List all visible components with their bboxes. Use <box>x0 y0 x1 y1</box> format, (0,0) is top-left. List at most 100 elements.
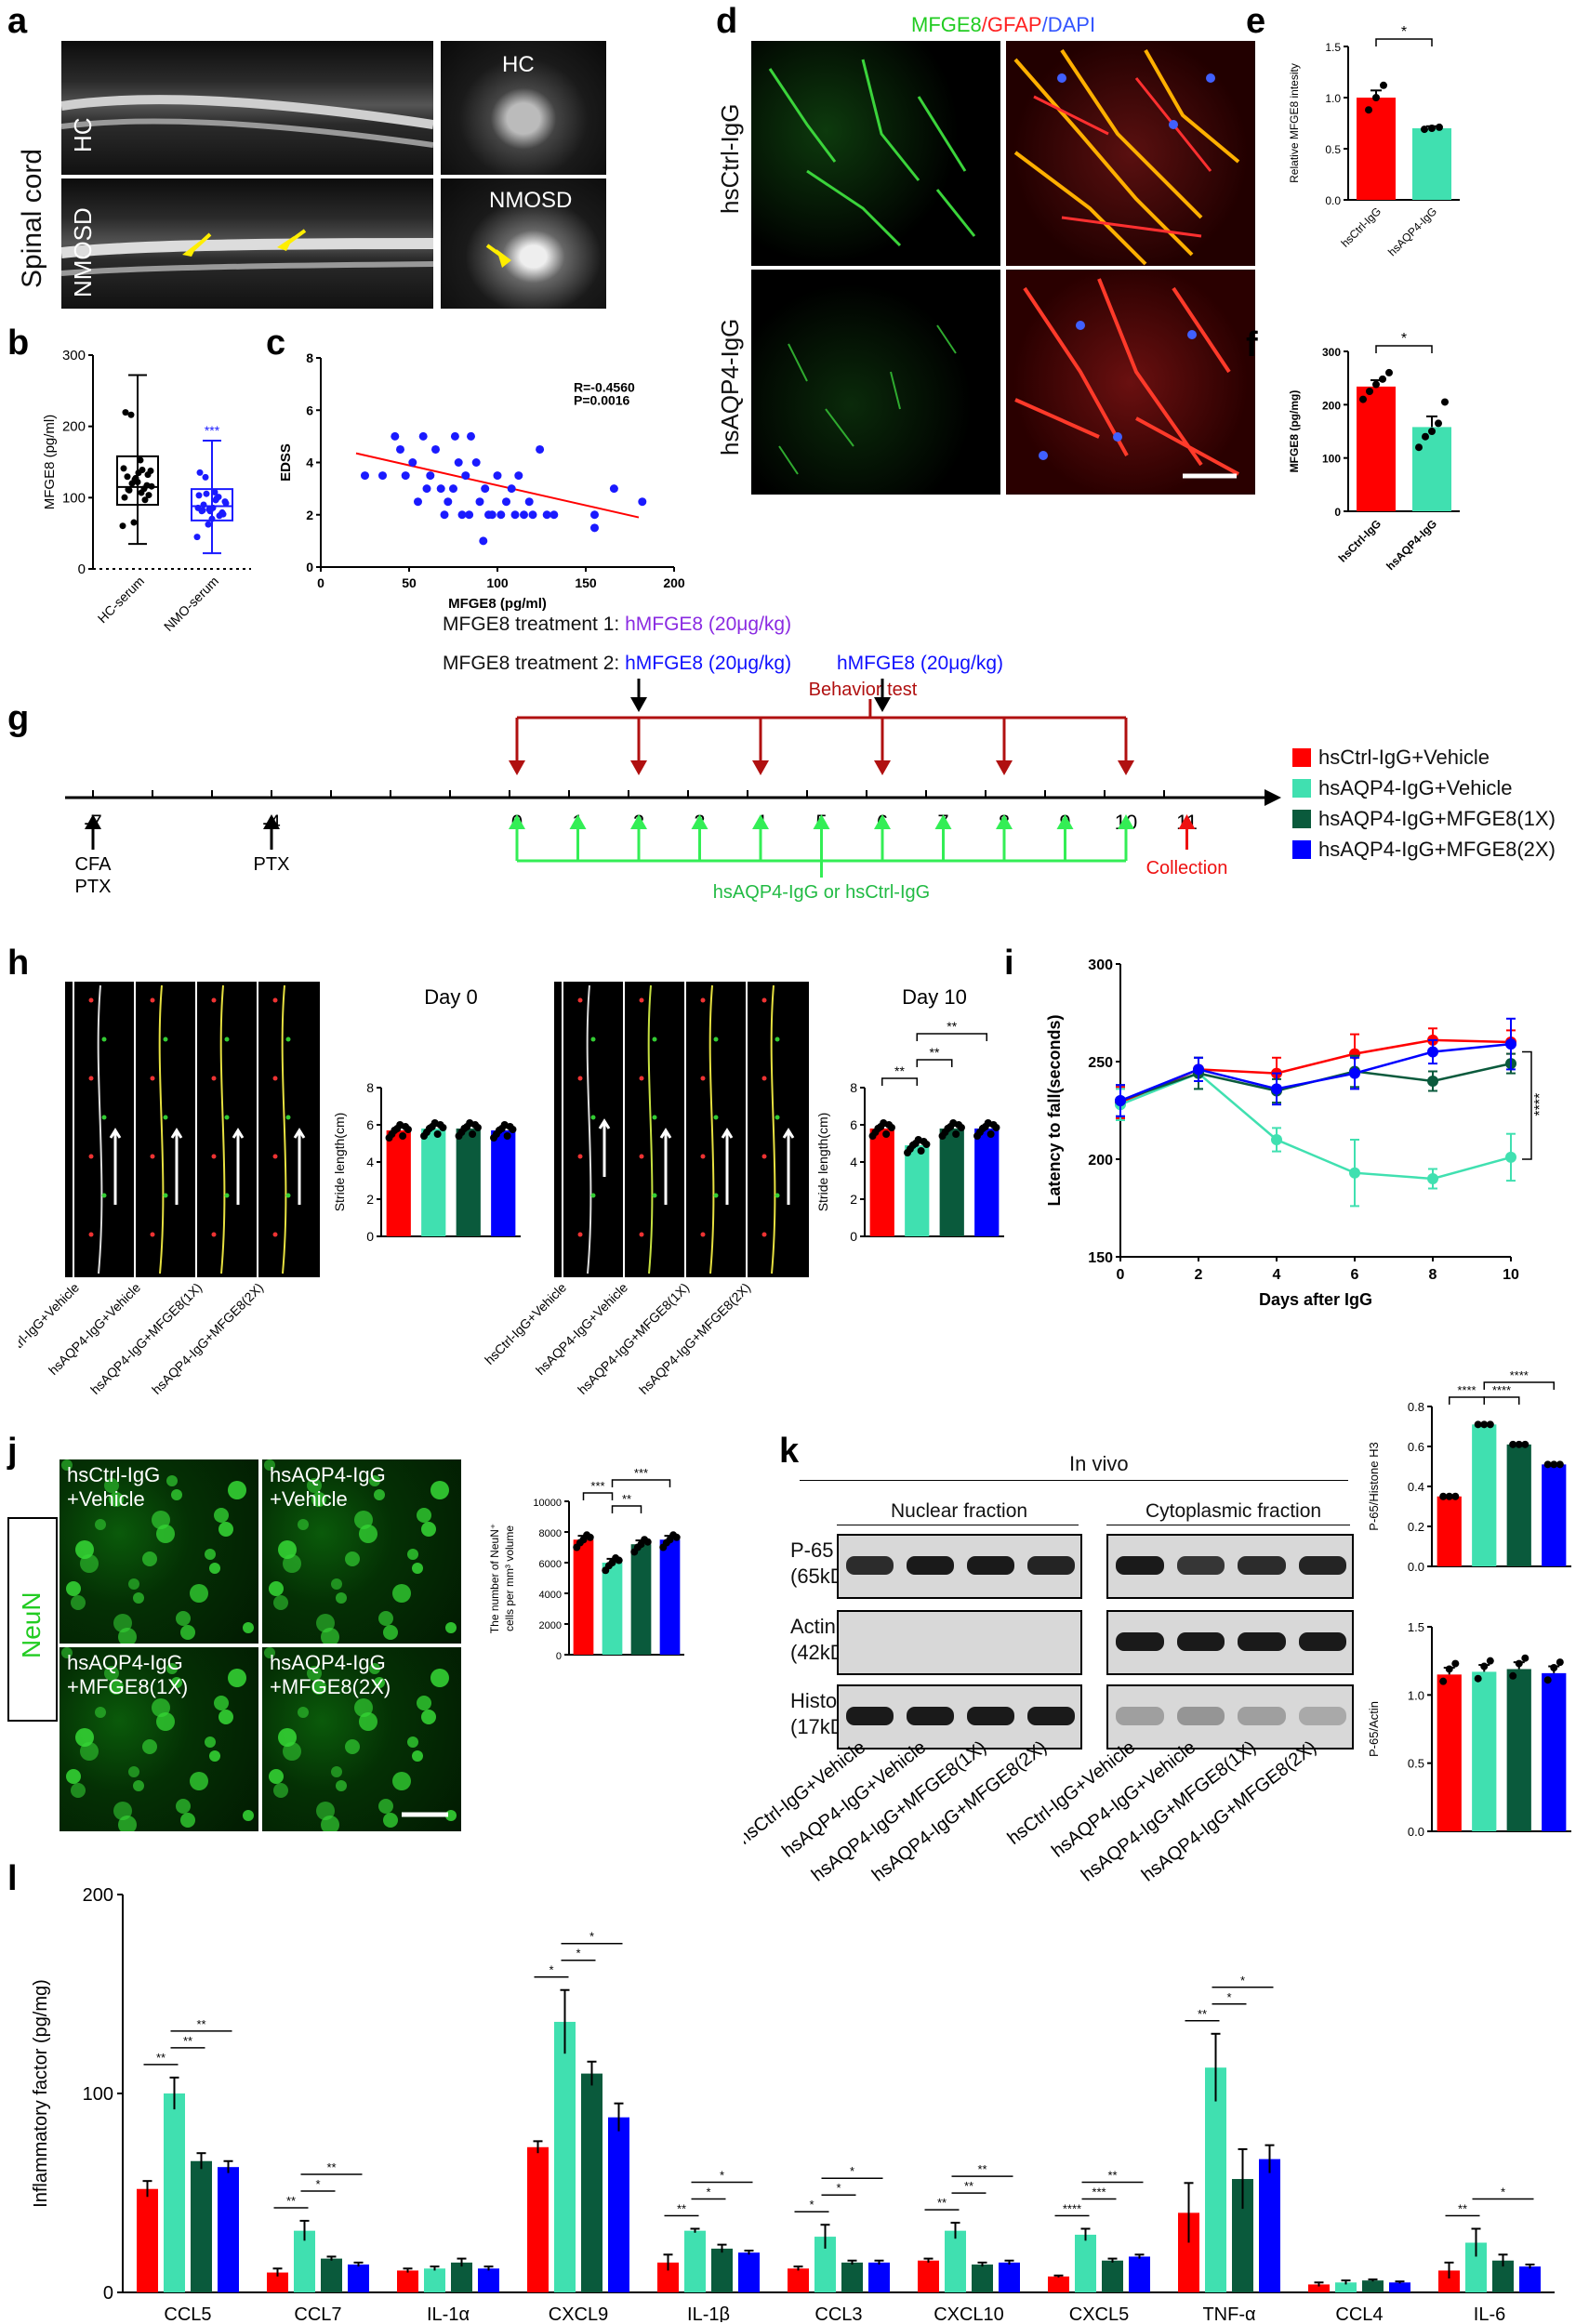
footprint-day10 <box>554 982 809 1277</box>
blot-band <box>1027 1556 1075 1575</box>
x-tick-label: hsCtrl-IgG <box>1336 517 1384 564</box>
significance-label: * <box>1501 2185 1505 2199</box>
y-tick-label: 4000 <box>539 1590 562 1601</box>
panel-label-a: a <box>7 2 28 41</box>
y-tick-label: 2 <box>850 1192 857 1207</box>
chart-h-day0: Day 0 0 2 4 6 8 Stride length(cm) <box>332 985 521 1244</box>
significance-label: ** <box>947 1019 957 1034</box>
bar <box>1506 1669 1531 1831</box>
bar <box>451 2262 472 2292</box>
chart-i: 150 200 250 300 0 2 4 6 8 10 Days after IgG Latency… <box>1045 957 1548 1309</box>
legend-swatch <box>1292 809 1311 828</box>
y-tick-label: 300 <box>62 348 86 363</box>
y-tick-label: 2 <box>366 1192 374 1207</box>
paw-print <box>224 1193 230 1198</box>
injection-arrowhead <box>630 814 647 829</box>
paw-print <box>285 1037 291 1042</box>
x-tick-label: CCL7 <box>294 2304 341 2322</box>
data-point <box>922 1141 931 1148</box>
significance-label: ** <box>1458 2202 1467 2216</box>
data-point <box>1428 125 1436 132</box>
neun-tile-label: +MFGE8(2X) <box>270 1675 391 1698</box>
data-point <box>1451 1659 1460 1668</box>
panel-label-l: l <box>7 1859 18 1898</box>
bar <box>1259 2159 1280 2292</box>
panel-label-h: h <box>7 944 30 983</box>
bar <box>1205 2067 1226 2292</box>
data-point <box>1385 368 1393 376</box>
bar <box>1542 1672 1567 1831</box>
neun-tile-label: +Vehicle <box>67 1487 145 1511</box>
y-tick-label: 200 <box>1322 399 1341 412</box>
y-tick-label: 200 <box>62 419 86 435</box>
bar <box>1472 1424 1497 1566</box>
data-point <box>1427 1046 1438 1058</box>
panel-label-g: g <box>7 699 30 738</box>
legend-swatch <box>1292 778 1311 798</box>
data-point <box>1486 1420 1494 1429</box>
bar <box>1438 2270 1460 2292</box>
y-tick-label: 250 <box>1088 1055 1113 1071</box>
injection-arrowhead <box>569 814 587 829</box>
x-tick-label: hsAQP4-IgG+MFGE8(2X) <box>636 1280 753 1397</box>
bar <box>630 1544 652 1655</box>
behavior-test-label: Behavior test <box>809 680 918 700</box>
data-point <box>125 486 132 494</box>
data-point <box>404 1126 412 1133</box>
paw-print <box>577 997 583 1003</box>
bar <box>1232 2179 1253 2292</box>
behavior-arrowhead <box>874 760 891 775</box>
significance-label: * <box>549 1963 553 1977</box>
paw-print <box>713 1115 719 1120</box>
data-point <box>414 497 422 507</box>
chart-k-actin: 0.0 0.5 1.0 1.5 P-65/Actin <box>1367 1620 1571 1839</box>
data-point <box>615 1556 623 1565</box>
bar <box>1178 2212 1199 2292</box>
legend-item: hsAQP4-IgG+MFGE8(2X) <box>1292 834 1581 865</box>
y-axis-title: MFGE8 (pg/mg) <box>1288 390 1301 473</box>
group-labels-h: hsCtrl-IgG+VehiclehsAQP4-IgG+VehiclehsAQ… <box>19 1280 753 1397</box>
data-point <box>200 501 207 508</box>
data-point <box>471 458 481 467</box>
lesion-arrow-1 <box>182 242 199 257</box>
treatment-arrowhead <box>874 697 891 712</box>
panel-label-i: i <box>1004 944 1014 983</box>
bar <box>999 2262 1020 2292</box>
data-point <box>361 471 369 481</box>
x-axis-title: Days after IgG <box>1259 1290 1372 1309</box>
x-tick-label: 0 <box>1117 1267 1125 1283</box>
legend-label: hsAQP4-IgG+MFGE8(2X) <box>1318 837 1556 861</box>
data-point <box>449 484 457 494</box>
y-tick-label: 0.0 <box>1325 194 1341 207</box>
data-point <box>1271 1134 1282 1145</box>
data-point <box>205 521 212 528</box>
legend-label: hsAQP4-IgG+Vehicle <box>1318 775 1513 799</box>
significance-label: ** <box>622 1492 631 1506</box>
y-tick-label: 300 <box>1088 957 1113 973</box>
significance-bracket <box>582 1492 614 1500</box>
y-tick-label: 2000 <box>539 1620 562 1631</box>
data-point <box>502 497 510 507</box>
pre-arrowhead <box>85 814 101 829</box>
data-point <box>952 1130 960 1138</box>
bar <box>267 2272 288 2292</box>
y-axis-title: MFGE8 (pg/ml) <box>42 415 58 510</box>
neun-tile: hsAQP4-IgG +Vehicle <box>262 1459 461 1644</box>
chart-k-histone: 0.00.20.40.60.8P-65/Histone H3**** ******… <box>1367 1371 1571 1574</box>
paw-print <box>88 1232 94 1237</box>
y-tick-label: 0 <box>366 1229 374 1244</box>
paw-print <box>163 1037 168 1042</box>
collection-label: Collection <box>1146 858 1228 878</box>
x-tick-label: 6 <box>1351 1267 1359 1283</box>
micro-d-aqp4-merge <box>1006 270 1255 495</box>
data-point <box>1372 94 1380 101</box>
paw-print <box>211 1154 217 1159</box>
x-tick-label: 0 <box>317 575 324 590</box>
significance-label: * <box>1401 24 1407 40</box>
significance-bracket <box>1483 1396 1520 1405</box>
x-tick-label: IL-6 <box>1474 2304 1505 2322</box>
data-point <box>528 510 537 520</box>
bar <box>191 2160 212 2292</box>
blot-box <box>837 1534 1082 1599</box>
paw-print <box>150 997 155 1003</box>
